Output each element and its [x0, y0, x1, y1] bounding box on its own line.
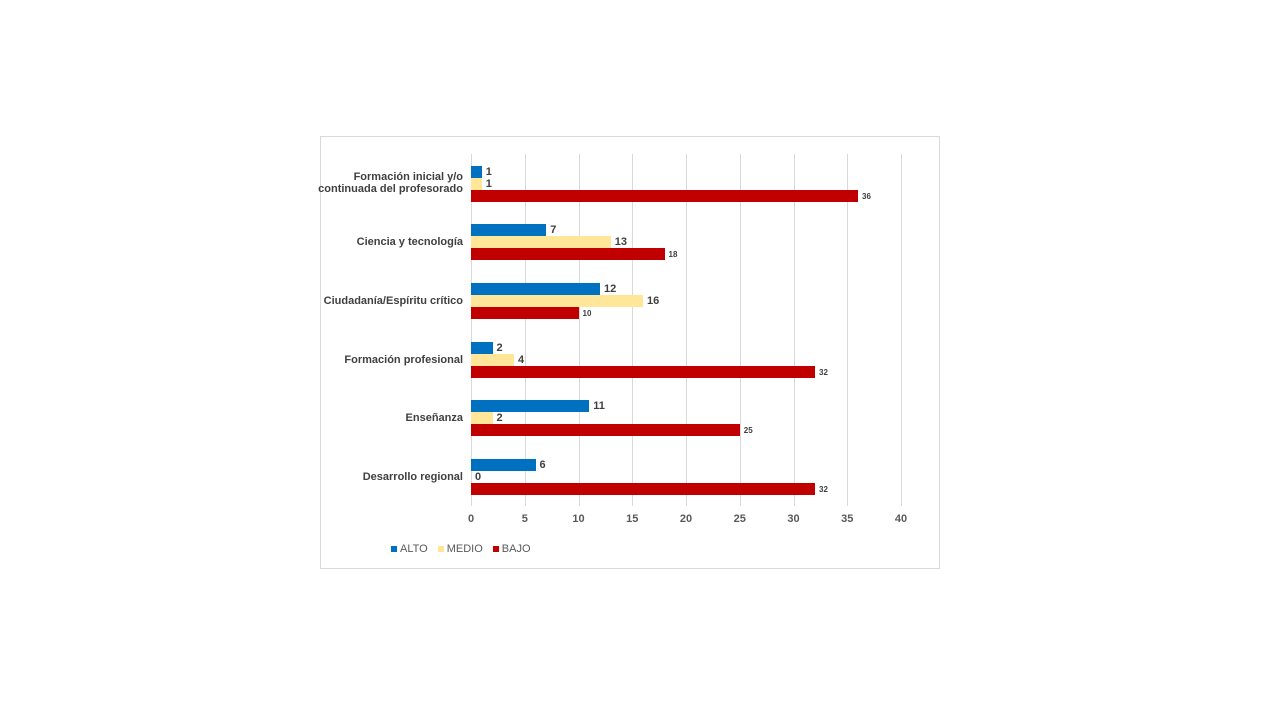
- bar-bajo: [471, 307, 579, 319]
- x-tick-label: 35: [841, 513, 854, 525]
- bar-alto: [471, 166, 482, 178]
- gridline: [739, 154, 741, 506]
- data-label: 6: [539, 459, 546, 471]
- data-label: 10: [582, 309, 592, 318]
- category-label: Desarrollo regional: [362, 471, 463, 483]
- bar-bajo: [471, 190, 858, 202]
- bar-bajo: [471, 483, 815, 495]
- bar-medio: [471, 178, 482, 190]
- bar-medio: [471, 295, 643, 307]
- data-label: 32: [819, 485, 828, 494]
- x-tick-label: 15: [626, 513, 639, 525]
- legend-item-bajo: BAJO: [492, 543, 531, 555]
- data-label: 32: [819, 368, 828, 377]
- legend-label: MEDIO: [446, 543, 483, 555]
- data-label: 2: [496, 342, 503, 354]
- data-label: 13: [614, 236, 627, 248]
- data-label: 18: [668, 250, 678, 259]
- x-tick-label: 20: [679, 513, 693, 525]
- legend-label: BAJO: [501, 543, 531, 555]
- gridline: [632, 154, 634, 506]
- gridline: [524, 154, 526, 506]
- category-label: Ciencia y tecnología: [356, 236, 463, 248]
- bar-alto: [471, 459, 536, 471]
- chart-frame: [320, 136, 940, 569]
- x-tick-label: 0: [467, 513, 475, 525]
- gridline: [793, 154, 795, 506]
- plot-area: 1 1 36 7 13 18 12 16 10 2 4 32 11 2 25 6 0 32: [471, 154, 902, 506]
- category-label: Formación inicial y/o continuada del prof…: [318, 171, 463, 195]
- bar-medio: [471, 236, 611, 248]
- x-tick-label: 30: [787, 513, 800, 525]
- bar-alto: [471, 283, 600, 295]
- data-label: 2: [496, 412, 503, 424]
- data-label: 16: [647, 295, 660, 307]
- legend-swatch-icon: [437, 546, 444, 552]
- data-label: 4: [518, 354, 525, 366]
- bar-bajo: [471, 366, 815, 378]
- bar-bajo: [471, 424, 740, 436]
- category-label: Formación profesional: [344, 354, 463, 366]
- x-tick-label: 5: [521, 513, 528, 525]
- bar-alto: [471, 224, 547, 236]
- gridline: [901, 154, 902, 506]
- data-label: 11: [593, 400, 605, 412]
- bar-medio: [471, 354, 514, 366]
- category-label: Ciudadanía/Espíritu crítico: [323, 295, 463, 307]
- data-label: 25: [743, 426, 753, 435]
- x-tick-label: 10: [572, 513, 585, 525]
- bar-bajo: [471, 248, 665, 260]
- gridline: [847, 154, 849, 506]
- data-label: 1: [485, 166, 492, 178]
- bar-medio: [471, 412, 493, 424]
- data-label: 0: [475, 471, 482, 483]
- x-tick-label: 40: [894, 513, 908, 525]
- gridline: [471, 154, 472, 506]
- data-label: 1: [485, 178, 492, 190]
- x-tick-label: 25: [733, 513, 746, 525]
- gridline: [686, 154, 687, 506]
- data-label: 12: [604, 283, 617, 295]
- legend-label: ALTO: [400, 543, 428, 555]
- legend-item-alto: ALTO: [391, 543, 428, 555]
- data-label: 7: [550, 224, 557, 236]
- legend-swatch-icon: [391, 546, 397, 552]
- legend: ALTO MEDIO BAJO: [391, 543, 531, 555]
- gridline: [578, 154, 580, 506]
- legend-swatch-icon: [492, 546, 499, 552]
- category-label: Enseñanza: [405, 412, 463, 424]
- data-label: 36: [862, 192, 871, 201]
- legend-item-medio: MEDIO: [437, 543, 483, 555]
- bar-alto: [471, 400, 590, 412]
- bar-alto: [471, 342, 493, 354]
